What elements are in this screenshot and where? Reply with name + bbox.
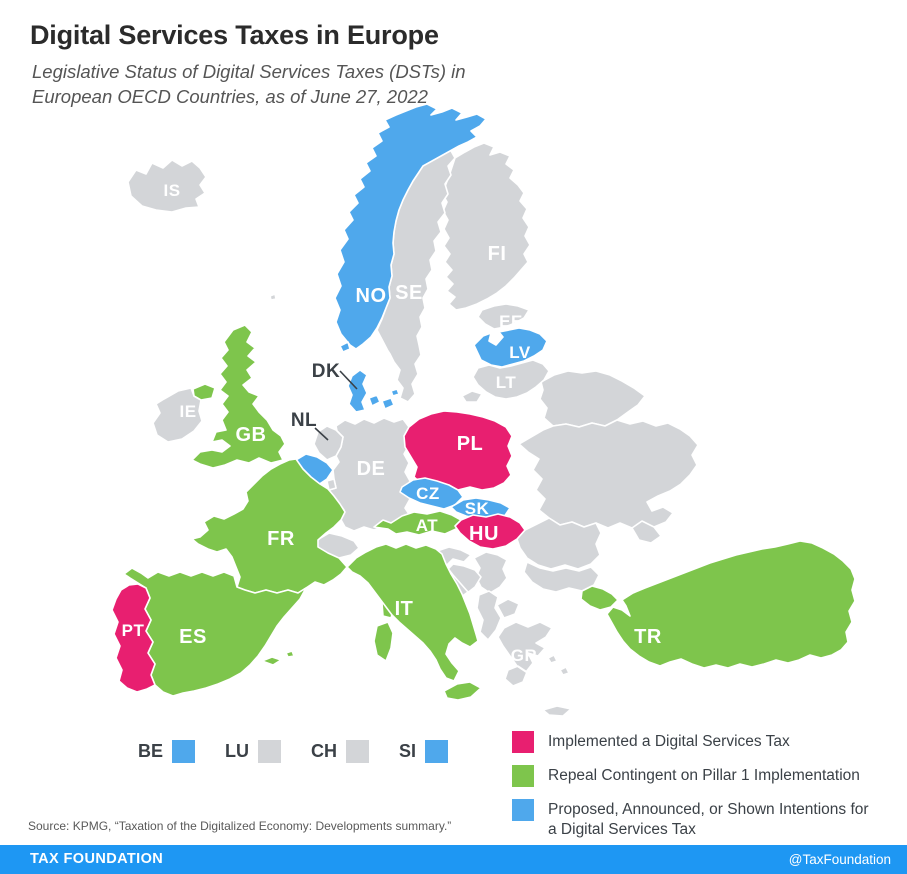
country-belarus: [539, 370, 646, 428]
label-ie: IE: [179, 402, 196, 421]
small-country-legend: BE LU CH SI: [138, 740, 478, 763]
country-ukraine: [518, 419, 699, 544]
label-no: NO: [356, 285, 387, 307]
legend-row-implemented: Implemented a Digital Services Tax: [512, 731, 884, 753]
mini-legend-code: CH: [311, 741, 338, 761]
dk-leader-line: [339, 370, 358, 390]
label-fi: FI: [488, 243, 507, 265]
faroe-islands: [269, 293, 277, 301]
country-gb: [191, 324, 286, 469]
country-serbia: [473, 551, 508, 594]
mini-legend-swatch: [258, 740, 282, 763]
subtitle-line-1: Legislative Status of Digital Services T…: [32, 61, 466, 82]
legend-label: Repeal Contingent on Pillar 1 Implementa…: [548, 767, 860, 784]
label-se: SE: [395, 282, 423, 304]
legend-swatch-proposed: [512, 799, 534, 821]
label-ee: EE: [499, 312, 523, 331]
nl-leader-line: [314, 427, 329, 441]
label-pt: PT: [122, 621, 145, 640]
legend-swatch-repeal-contingent: [512, 765, 534, 787]
legend-label: Implemented a Digital Services Tax: [548, 733, 790, 750]
label-cz: CZ: [416, 484, 440, 503]
label-hu: HU: [469, 523, 499, 545]
legend-swatch-implemented: [512, 731, 534, 753]
label-fr: FR: [267, 528, 295, 550]
subtitle-line-2: European OECD Countries, as of June 27, …: [32, 85, 428, 107]
country-cz: [399, 477, 464, 510]
country-kaliningrad: [461, 390, 483, 403]
label-gb: GB: [236, 424, 267, 446]
footer-twitter-handle[interactable]: @TaxFoundation: [788, 852, 891, 867]
label-pl: PL: [457, 433, 484, 455]
country-gr: [497, 621, 572, 717]
label-dk: DK: [312, 361, 340, 382]
country-is: [127, 159, 207, 213]
label-at: AT: [416, 516, 439, 535]
legend-row-repeal-contingent: Repeal Contingent on Pillar 1 Implementa…: [512, 765, 884, 787]
country-ie: [152, 387, 203, 443]
mini-legend-code: LU: [225, 741, 250, 761]
country-dk: [339, 341, 400, 413]
label-is: IS: [163, 181, 180, 200]
page-subtitle: Legislative Status of Digital Services T…: [32, 60, 466, 109]
mini-legend-code: SI: [399, 741, 417, 761]
label-lv: LV: [509, 343, 531, 362]
country-es: [123, 567, 307, 697]
country-no: [334, 103, 487, 350]
country-it: [346, 543, 482, 701]
page-title: Digital Services Taxes in Europe: [30, 20, 439, 50]
mini-legend-code: BE: [138, 741, 164, 761]
country-lu: [326, 478, 337, 491]
footer-brand: TAX FOUNDATION: [30, 851, 164, 867]
country-fi: [441, 142, 531, 311]
country-bulgaria: [523, 561, 600, 593]
country-pl: [403, 410, 513, 491]
legend-row-proposed: Proposed, Announced, or Shown Intentions…: [512, 799, 884, 840]
country-ee: [477, 303, 530, 330]
label-es: ES: [179, 626, 207, 648]
country-tr: [580, 540, 856, 669]
country-hu: [454, 513, 526, 550]
label-gr: GR: [511, 646, 538, 665]
mini-legend-swatch: [346, 740, 370, 763]
label-nl: NL: [291, 410, 317, 431]
country-macedonia: [496, 598, 520, 619]
mini-legend-swatch: [172, 740, 196, 763]
mini-legend-item-be: BE: [138, 740, 196, 763]
source-note: Source: KPMG, “Taxation of the Digitaliz…: [28, 819, 452, 833]
legend-label: Proposed, Announced, or Shown Intentions…: [548, 801, 869, 838]
label-lt: LT: [496, 373, 517, 392]
label-it: IT: [395, 598, 414, 620]
country-pt: [111, 583, 156, 693]
label-tr: TR: [634, 626, 662, 648]
footer-bar: TAX FOUNDATION @TaxFoundation: [0, 845, 907, 874]
country-albania-montenegro: [476, 590, 502, 641]
mini-legend-item-lu: LU: [225, 740, 282, 763]
label-de: DE: [357, 458, 386, 480]
label-sk: SK: [465, 499, 490, 518]
status-legend: Implemented a Digital Services Tax Repea…: [512, 731, 884, 852]
country-romania: [516, 517, 602, 570]
mini-legend-item-ch: CH: [311, 740, 370, 763]
mini-legend-swatch: [425, 740, 449, 763]
country-lt: [472, 359, 550, 400]
mini-legend-item-si: SI: [399, 740, 449, 763]
